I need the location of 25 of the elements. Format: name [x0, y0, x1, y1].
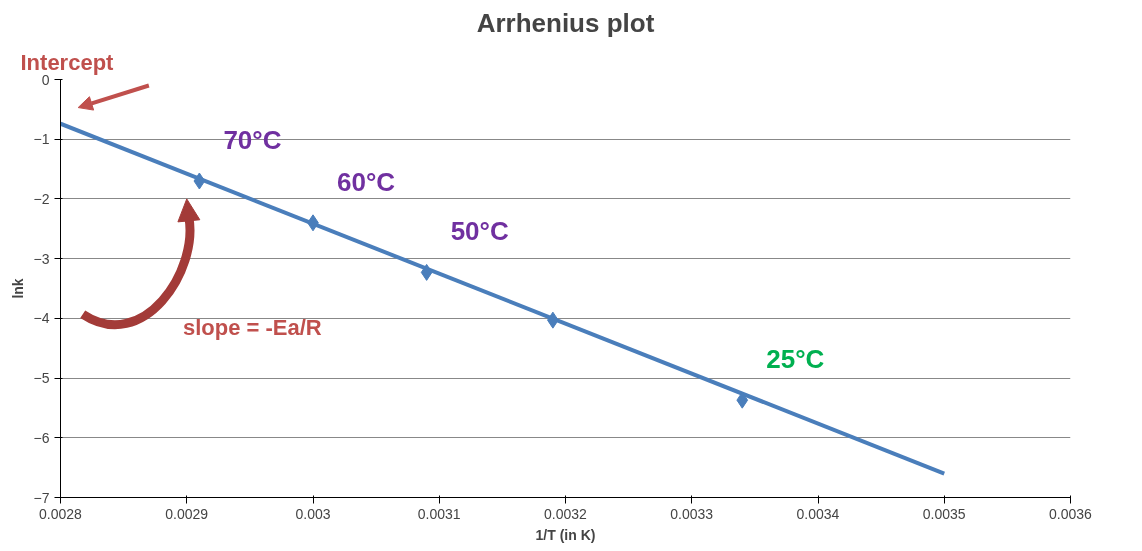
x-axis-title: 1/T (in K) — [535, 526, 596, 543]
x-tick-label: 0.0029 — [165, 505, 209, 522]
y-tick-label: −7 — [33, 489, 50, 506]
x-tick-label: 0.0031 — [417, 505, 461, 522]
x-tick-label: 0.0034 — [796, 505, 840, 522]
y-axis-title: lnk — [9, 278, 26, 299]
chart-title: Arrhenius plot — [476, 7, 655, 38]
y-tick-label: −1 — [33, 131, 50, 148]
x-tick-label: 0.0036 — [1049, 505, 1093, 522]
x-tick-label: 0.003 — [295, 505, 331, 522]
y-tick-label: −2 — [33, 190, 50, 207]
x-tick-label: 0.0028 — [39, 505, 83, 522]
y-tick-label: −5 — [33, 370, 50, 387]
annotation: 50°C — [450, 216, 509, 247]
y-tick-label: −4 — [33, 310, 50, 327]
x-tick-label: 0.0033 — [670, 505, 714, 522]
annotation: slope = -Ea/R — [182, 315, 322, 341]
x-tick-label: 0.0032 — [544, 505, 588, 522]
annotation: 60°C — [337, 166, 396, 197]
annotation: 25°C — [766, 344, 825, 375]
x-tick-label: 0.0035 — [922, 505, 966, 522]
y-tick-label: −6 — [33, 429, 50, 446]
point — [193, 172, 206, 190]
y-tick-label: −3 — [33, 250, 50, 267]
point — [420, 263, 433, 281]
